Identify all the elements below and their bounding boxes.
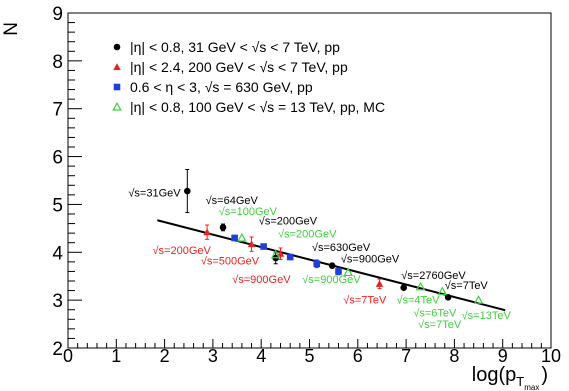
energy-label: √s=7TeV — [343, 294, 387, 306]
data-point — [203, 228, 211, 236]
legend-label: 0.6 < η < 3, √s = 630 GeV, pp — [130, 79, 313, 95]
x-axis-title: log(pTmax) — [472, 364, 548, 391]
x-tick-label: 9 — [498, 346, 508, 366]
energy-label: √s=7TeV — [445, 280, 489, 292]
y-tick-label: 5 — [52, 195, 63, 216]
x-tick-label: 2 — [160, 346, 170, 366]
energy-label: √s=500GeV — [201, 256, 260, 268]
data-point — [184, 187, 191, 195]
x-tick-label: 0 — [63, 346, 73, 366]
energy-label: √s=900GeV — [232, 274, 291, 286]
y-tick-label: 7 — [52, 100, 63, 121]
data-points — [184, 168, 484, 304]
energy-label: √s=200GeV — [259, 216, 318, 228]
data-point — [237, 232, 247, 242]
y-tick-label: 6 — [52, 148, 63, 169]
x-axis-title-sub: T — [516, 374, 524, 389]
x-tick-label: 5 — [304, 346, 314, 366]
legend-label: |η| < 2.4, 200 GeV < √s < 7 TeV, pp — [130, 59, 348, 75]
data-point — [247, 240, 256, 248]
axes: 0 1 2 3 4 5 6 7 8 9 10 2 3 4 5 6 7 8 9 — [52, 4, 561, 366]
legend-label: |η| < 0.8, 31 GeV < √s < 7 TeV, pp — [130, 39, 340, 55]
data-point — [400, 284, 407, 292]
data-point — [219, 224, 227, 231]
x-tick-label: 4 — [256, 346, 266, 366]
y-tick-label: 4 — [52, 243, 63, 264]
x-tick-label: 1 — [111, 346, 121, 366]
energy-label: √s=2760GeV — [401, 270, 466, 282]
legend-marker — [113, 43, 121, 51]
data-point — [375, 280, 384, 287]
data-point — [444, 293, 452, 301]
y-tick-label: 2 — [52, 339, 63, 360]
x-tick-label: 6 — [353, 346, 363, 366]
data-point — [473, 295, 484, 304]
data-point — [286, 253, 294, 261]
energy-label: √s=31GeV — [128, 187, 181, 199]
x-axis-title-subsub: max — [524, 383, 539, 391]
energy-label: √s=7TeV — [418, 319, 462, 331]
legend: |η| < 0.8, 31 GeV < √s < 7 TeV, pp |η| < … — [112, 39, 385, 115]
energy-label: √s=100GeV — [219, 206, 278, 218]
energy-label: √s=4TeV — [396, 294, 440, 306]
data-point — [231, 234, 238, 242]
y-axis-title: N — [1, 22, 22, 36]
y-axis-title-group: N — [1, 22, 22, 36]
y-tick-label: 9 — [52, 4, 63, 25]
energy-label: √s=200GeV — [278, 228, 337, 240]
energy-label: √s=900GeV — [341, 253, 400, 265]
data-point — [313, 260, 321, 268]
x-tick-label: 3 — [208, 346, 218, 366]
x-tick-label: 7 — [401, 346, 411, 366]
legend-marker — [113, 83, 121, 91]
energy-label: √s=200GeV — [153, 245, 212, 257]
energy-label: √s=13TeV — [462, 310, 512, 322]
legend-marker — [113, 63, 121, 71]
data-point — [343, 267, 353, 277]
y-tick-label: 8 — [52, 52, 63, 73]
data-point — [335, 268, 342, 275]
data-point — [260, 243, 267, 250]
energy-label: √s=900GeV — [302, 274, 361, 286]
x-tick-label: 10 — [541, 346, 561, 366]
data-point — [270, 249, 281, 259]
legend-label: |η| < 0.8, 100 GeV < √s = 13 TeV, pp, MC — [130, 99, 385, 115]
y-tick-label: 3 — [52, 291, 63, 312]
energy-label: √s=64GeV — [206, 195, 259, 207]
legend-marker — [112, 101, 122, 111]
data-point — [328, 262, 336, 269]
energy-label: √s=630GeV — [312, 242, 371, 254]
x-axis-title-main: log(p — [472, 364, 516, 386]
x-axis-title-close: ) — [541, 364, 548, 386]
annotations: √s=31GeV√s=64GeV√s=100GeV√s=200GeV√s=200… — [128, 187, 511, 331]
data-point — [415, 281, 426, 291]
data-point — [437, 286, 448, 296]
x-tick-label: 8 — [449, 346, 459, 366]
energy-label: √s=6TeV — [413, 307, 457, 319]
